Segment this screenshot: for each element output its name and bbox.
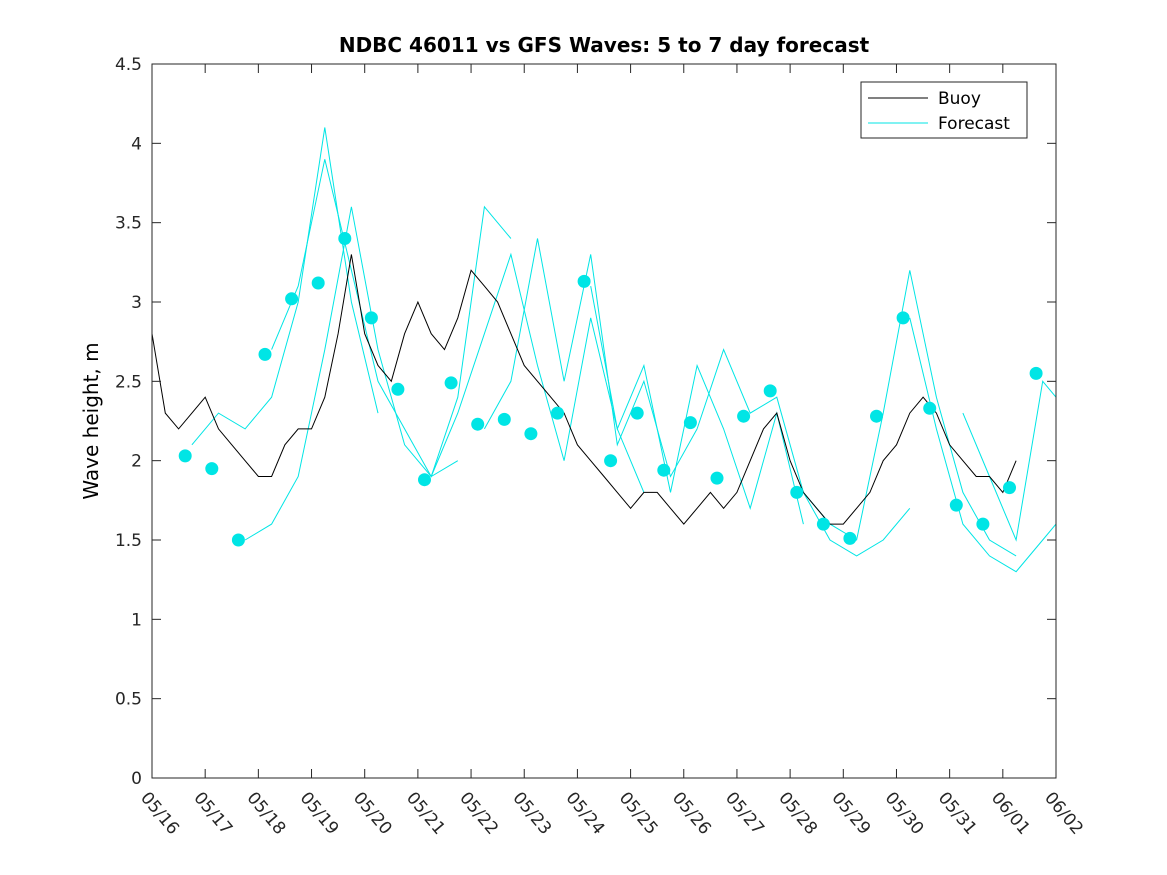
buoy-series-line xyxy=(151,254,1017,525)
forecast-run-line-5 xyxy=(483,238,698,478)
y-tick-label: 4.5 xyxy=(115,55,142,75)
forecast-point xyxy=(364,311,378,325)
forecast-run-line-3 xyxy=(271,159,512,478)
forecast-point xyxy=(923,401,937,415)
forecast-point xyxy=(524,427,538,441)
y-tick-label: 0 xyxy=(131,769,142,789)
series-layer xyxy=(151,127,1057,573)
y-tick-label: 4 xyxy=(131,134,142,154)
forecast-point xyxy=(604,454,618,468)
forecast-point xyxy=(870,409,883,423)
plot-area: 00.511.522.533.544.5 05/16 05/17 05/18 05/1… xyxy=(115,55,1087,839)
y-tick-label: 1 xyxy=(131,610,142,630)
y-tick-label: 0.5 xyxy=(115,690,142,710)
forecast-point xyxy=(737,409,751,423)
forecast-point xyxy=(258,347,272,361)
y-tick-label: 3.5 xyxy=(115,214,142,234)
forecast-point xyxy=(205,462,219,476)
legend-label-buoy: Buoy xyxy=(938,89,981,109)
forecast-point xyxy=(391,382,405,396)
forecast-point xyxy=(444,376,458,390)
forecast-point xyxy=(178,449,192,463)
forecast-point xyxy=(418,473,431,487)
axes-frame xyxy=(151,63,1057,779)
forecast-point xyxy=(710,471,724,485)
forecast-point xyxy=(1029,366,1043,380)
legend-box xyxy=(860,81,1028,139)
legend-label-forecast: Forecast xyxy=(938,114,1010,134)
forecast-point xyxy=(976,517,990,531)
forecast-point xyxy=(338,232,352,245)
y-tick-label: 2.5 xyxy=(115,372,142,392)
forecast-point xyxy=(1003,481,1016,495)
forecast-point xyxy=(657,463,671,477)
forecast-point xyxy=(311,276,325,290)
forecast-point xyxy=(763,384,777,398)
y-tick-label: 2 xyxy=(131,452,142,472)
axes-background xyxy=(152,64,1056,778)
y-tick-label: 3 xyxy=(131,293,142,313)
chart-title: NDBC 46011 vs GFS Waves: 5 to 7 day fore… xyxy=(339,33,870,57)
forecast-point xyxy=(231,533,245,547)
y-tick-label: 1.5 xyxy=(115,531,142,551)
forecast-point xyxy=(497,412,511,426)
forecast-point xyxy=(630,406,644,420)
forecast-point xyxy=(816,517,830,531)
y-axis-label: Wave height, m xyxy=(79,342,103,499)
forecast-point xyxy=(285,292,299,306)
forecast-point xyxy=(843,531,857,545)
forecast-run-line-1 xyxy=(191,127,379,446)
legend: Buoy Forecast xyxy=(860,81,1028,139)
forecast-point xyxy=(949,498,963,512)
forecast-run-line-4 xyxy=(430,252,645,493)
forecast-point xyxy=(683,416,697,430)
forecast-run-line-9 xyxy=(909,317,1057,573)
forecast-run-line-2 xyxy=(244,206,459,541)
forecast-point xyxy=(471,417,485,431)
forecast-run-line-10 xyxy=(962,380,1057,542)
forecast-point xyxy=(577,274,591,288)
forecast-point xyxy=(896,311,910,325)
forecast-run-line-6 xyxy=(590,286,804,525)
y-ticks: 0 0.5 1 1.5 2 2.5 3 3.5 4 4.5 xyxy=(115,55,1056,789)
forecast-point xyxy=(790,485,804,499)
forecast-point xyxy=(551,406,564,420)
